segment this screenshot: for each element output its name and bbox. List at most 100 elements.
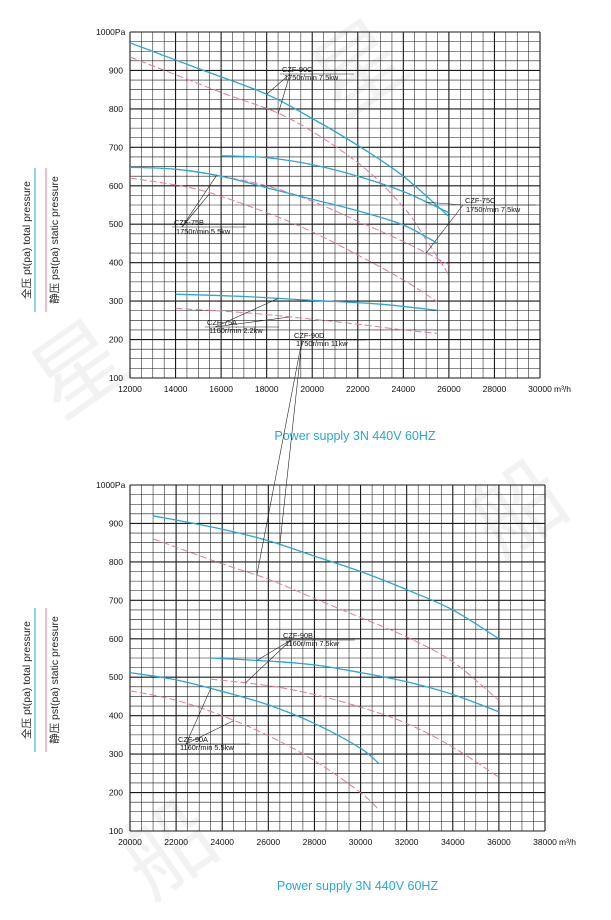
series-spec-label: 1160r/min 2.2kw [209, 326, 263, 335]
y-axis-labels: 全压 pt(pa) total pressure 静压 pst(pa) stati… [20, 168, 61, 312]
x-tick-label: 30000 [349, 837, 373, 847]
total-pressure-curve [210, 657, 500, 713]
series-model-label: CZF-90A [178, 735, 208, 744]
watermark: 星 星 船 船 [14, 3, 585, 917]
leader-line-total [279, 339, 303, 545]
y-tick-label: 700 [109, 142, 123, 152]
x-tick-label: 22000 [164, 837, 188, 847]
x-tick-label: 34000 [441, 837, 465, 847]
series-model-label: CZF-75A [207, 318, 237, 327]
ylabel-total-pressure: 全压 pt(pa) total pressure [20, 181, 33, 299]
power-supply-caption: Power supply 3N 440V 60HZ [274, 429, 436, 443]
x-tick-label: 28000 [303, 837, 327, 847]
x-unit-label: m³/h [554, 384, 571, 394]
leader-line-total [256, 639, 292, 661]
static-pressure-curve [220, 175, 450, 266]
series-spec-label: 1750r/min 11kw [296, 339, 348, 348]
x-tick-label: 30000 [528, 384, 552, 394]
series-model-label: CZF-90B [283, 631, 313, 640]
y-tick-label: 500 [109, 219, 123, 229]
total-pressure-curve [129, 166, 438, 244]
series-model-label: CZF-75C [465, 196, 496, 205]
x-tick-label: 28000 [483, 384, 507, 394]
y-tick-label: 400 [109, 711, 123, 721]
series-spec-label: 1750r/min 7.5kw [284, 73, 339, 82]
ylabel-static-pressure: 静压 pst(pa) static pressure [48, 176, 61, 304]
y-tick-label: 800 [109, 104, 123, 114]
y-top-label: 1000Pa [96, 480, 126, 490]
leader-line-total [266, 73, 291, 95]
y-tick-label: 100 [109, 826, 123, 836]
leader-line-static [181, 193, 210, 228]
total-pressure-curve [175, 293, 438, 311]
series-model-label: CZF-90D [294, 331, 324, 340]
leader-line-static [425, 204, 464, 254]
leader-line-total [214, 298, 279, 328]
x-tick-label: 36000 [487, 837, 511, 847]
x-tick-label: 18000 [255, 384, 279, 394]
series-spec-label: 1750r/min 5.5kw [176, 227, 231, 236]
total-pressure-curve [129, 42, 450, 217]
total-pressure-curve [152, 515, 500, 640]
chart-upper: 12000 14000 16000 18000 20000 22000 24000 26000… [20, 27, 571, 443]
x-tick-label: 16000 [209, 384, 233, 394]
y-tick-label: 200 [109, 335, 123, 345]
svg-text:船: 船 [104, 783, 235, 917]
total-pressure-curve [221, 155, 450, 214]
y-tick-label: 400 [109, 258, 123, 268]
y-tick-label: 200 [109, 788, 123, 798]
leader-line-static [256, 339, 303, 576]
ylabel-total-pressure: 全压 pt(pa) total pressure [20, 621, 33, 739]
y-tick-label: 700 [109, 595, 123, 605]
static-pressure-curve [129, 690, 380, 811]
series-model-label: CZF-75B [174, 218, 204, 227]
total-pressure-curve [129, 671, 380, 765]
static-pressure-curve [129, 177, 438, 303]
x-tick-label: 24000 [210, 837, 234, 847]
x-tick-label: 20000 [300, 384, 324, 394]
svg-text:船: 船 [454, 443, 585, 577]
leader-line-static [214, 316, 290, 328]
leader-line-static [245, 639, 292, 684]
static-pressure-curve [152, 538, 500, 701]
series-model-label: CZF-90C [282, 65, 313, 74]
static-pressure-curve [129, 56, 450, 276]
x-tick-label: 14000 [164, 384, 188, 394]
svg-text:星: 星 [14, 303, 145, 437]
y-tick-label: 100 [109, 373, 123, 383]
x-tick-label: 26000 [257, 837, 281, 847]
svg-text:星: 星 [294, 3, 425, 137]
x-tick-label: 32000 [395, 837, 419, 847]
chart-lower: 20000 22000 24000 26000 28000 30000 32000 34000… [20, 331, 576, 893]
y-tick-label: 500 [109, 672, 123, 682]
series-spec-label: 1160r/min 7.5kw [285, 639, 339, 648]
leader-line-total [185, 688, 211, 745]
x-tick-label: 38000 [533, 837, 557, 847]
series-spec-label: 1750r/min 7.5kw [466, 205, 521, 214]
x-tick-label: 20000 [118, 837, 142, 847]
static-pressure-curve [210, 678, 500, 778]
leader-line-static [277, 73, 291, 115]
y-tick-label: 300 [109, 296, 123, 306]
x-tick-label: 22000 [346, 384, 370, 394]
leader-line-total [181, 175, 217, 228]
series-spec-label: 1160r/min 5.5kw [180, 743, 234, 752]
y-tick-label: 300 [109, 749, 123, 759]
y-axis-labels: 全压 pt(pa) total pressure 静压 pst(pa) stati… [20, 608, 61, 752]
leader-line-total [426, 201, 464, 206]
y-tick-label: 900 [109, 518, 123, 528]
y-tick-label: 600 [109, 634, 123, 644]
ylabel-static-pressure: 静压 pst(pa) static pressure [48, 616, 61, 744]
y-tick-label: 600 [109, 181, 123, 191]
x-unit-label: m³/h [559, 837, 576, 847]
power-supply-caption: Power supply 3N 440V 60HZ [277, 879, 439, 893]
x-tick-label: 24000 [392, 384, 416, 394]
